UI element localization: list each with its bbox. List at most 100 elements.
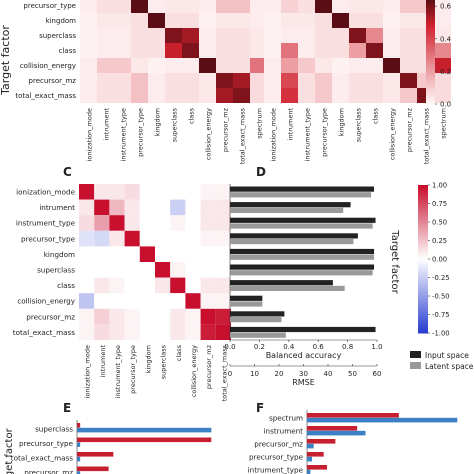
- colorbar-step: [418, 308, 428, 312]
- colorbar-tick-label: 0.4: [440, 35, 452, 43]
- colorbar-step: [426, 35, 435, 39]
- colorbar-step: [418, 263, 428, 267]
- x2-tick-label: 40: [324, 370, 333, 378]
- colorbar-step: [418, 296, 428, 299]
- heatmap-cell: [315, 28, 332, 43]
- colorbar-step: [418, 254, 428, 258]
- heatmap-cell: [332, 28, 349, 43]
- heatmap-cell: [315, 43, 332, 58]
- heatmap-cell: [199, 13, 216, 28]
- heatmap-cell: [349, 13, 366, 28]
- panel-letter-d: D: [256, 165, 266, 179]
- heatmap-cell: [124, 199, 140, 216]
- y-tick-label: collision_energy: [20, 62, 76, 70]
- heatmap-cell: [124, 293, 140, 309]
- heatmap-cell: [215, 262, 231, 278]
- x-tick-label: precursor_type: [129, 345, 137, 394]
- bar-latent: [230, 223, 373, 229]
- colorbar-step: [426, 37, 435, 41]
- heatmap-cell: [332, 13, 349, 28]
- heatmap-cell: [400, 13, 417, 28]
- heatmap-cell: [185, 230, 201, 247]
- heatmap-cell: [109, 215, 125, 231]
- heatmap-cell: [366, 58, 383, 73]
- heatmap-cell: [155, 199, 171, 216]
- bar-input: [230, 311, 285, 317]
- heatmap-cell: [215, 184, 231, 200]
- colorbar-step: [426, 27, 435, 31]
- x-tick-label: collision_energy: [205, 108, 213, 160]
- colorbar-tick-label: 0.6: [440, 3, 452, 11]
- heatmap-cell: [264, 28, 281, 43]
- colorbar-tick-label: -1.00: [432, 330, 450, 338]
- y-tick-label: total_exact_mass: [11, 453, 73, 462]
- colorbar-tick-label: 0.00: [432, 256, 447, 264]
- heatmap-cell: [94, 184, 110, 200]
- x-tick-label: 0.8: [342, 343, 353, 351]
- heatmap-cell: [200, 184, 216, 200]
- heatmap-cell: [200, 293, 216, 309]
- heatmap-cell: [148, 0, 165, 13]
- x2-tick-label: 0: [228, 370, 232, 378]
- heatmap-cell: [170, 308, 186, 325]
- heatmap-cell: [250, 73, 267, 88]
- bar-blue: [77, 442, 81, 447]
- bar-red: [307, 426, 358, 431]
- heatmap-cell: [434, 28, 451, 43]
- heatmap-cell: [185, 277, 201, 294]
- heatmap-cell: [131, 0, 148, 13]
- heatmap-cell: [109, 246, 125, 262]
- colorbar-step: [418, 204, 428, 208]
- colorbar-step: [426, 93, 435, 97]
- heatmap-cell: [332, 0, 349, 13]
- bar-red: [77, 452, 114, 457]
- heatmap-cell: [383, 28, 400, 43]
- heatmap-cell: [155, 230, 171, 247]
- heatmap-cell: [215, 215, 231, 231]
- heatmap-cell: [434, 13, 451, 28]
- colorbar-step: [426, 64, 435, 68]
- bar-input: [230, 264, 375, 270]
- heatmap-cell: [216, 43, 233, 58]
- colorbar-step: [426, 88, 435, 92]
- y-tick-label: kingdom: [46, 17, 77, 25]
- bar-latent: [230, 239, 354, 245]
- y-tick-label: intrument_type: [248, 466, 304, 474]
- heatmap-cell: [349, 88, 366, 103]
- heatmap-cell: [114, 0, 131, 13]
- bar-latent: [230, 317, 282, 323]
- bar-input: [230, 280, 333, 286]
- x-tick-label: 0.6: [313, 343, 325, 351]
- x-tick-label: total_exact_mass: [220, 344, 228, 401]
- y-tick-label: collision_energy: [17, 297, 75, 306]
- colorbar-step: [418, 246, 428, 250]
- heatmap-cell: [185, 199, 201, 216]
- heatmap-cell: [233, 0, 250, 13]
- heatmap-cell: [148, 28, 165, 43]
- x-tick-label: class: [372, 107, 380, 124]
- colorbar-step: [426, 58, 435, 63]
- heatmap-cell: [216, 73, 233, 88]
- heatmap-a: precursor_typekingdomsuperclassclasscoll…: [15, 0, 267, 164]
- heatmap-cell: [94, 262, 110, 278]
- heatmap-cell: [182, 58, 199, 73]
- colorbar-step: [426, 72, 435, 76]
- legend-label-input: Input space: [425, 351, 469, 360]
- heatmap-cell: [155, 262, 171, 278]
- y-tick-label: superclass: [37, 266, 75, 275]
- heatmap-cell: [94, 230, 110, 247]
- colorbar-step: [426, 101, 435, 105]
- colorbar-step: [426, 45, 435, 49]
- colorbar-step: [418, 217, 428, 221]
- legend: Input space Latent space: [410, 351, 474, 371]
- bar-input: [230, 295, 263, 301]
- colorbar-step: [418, 298, 428, 302]
- bar-red: [77, 437, 212, 443]
- heatmap-cell: [182, 28, 199, 43]
- heatmap-cell: [109, 324, 125, 340]
- heatmap-cell: [131, 13, 148, 28]
- heatmap-cell: [148, 88, 165, 103]
- heatmap-cell: [94, 308, 110, 325]
- colorbar-step: [418, 212, 428, 216]
- y-tick-label: spectrum: [269, 414, 303, 423]
